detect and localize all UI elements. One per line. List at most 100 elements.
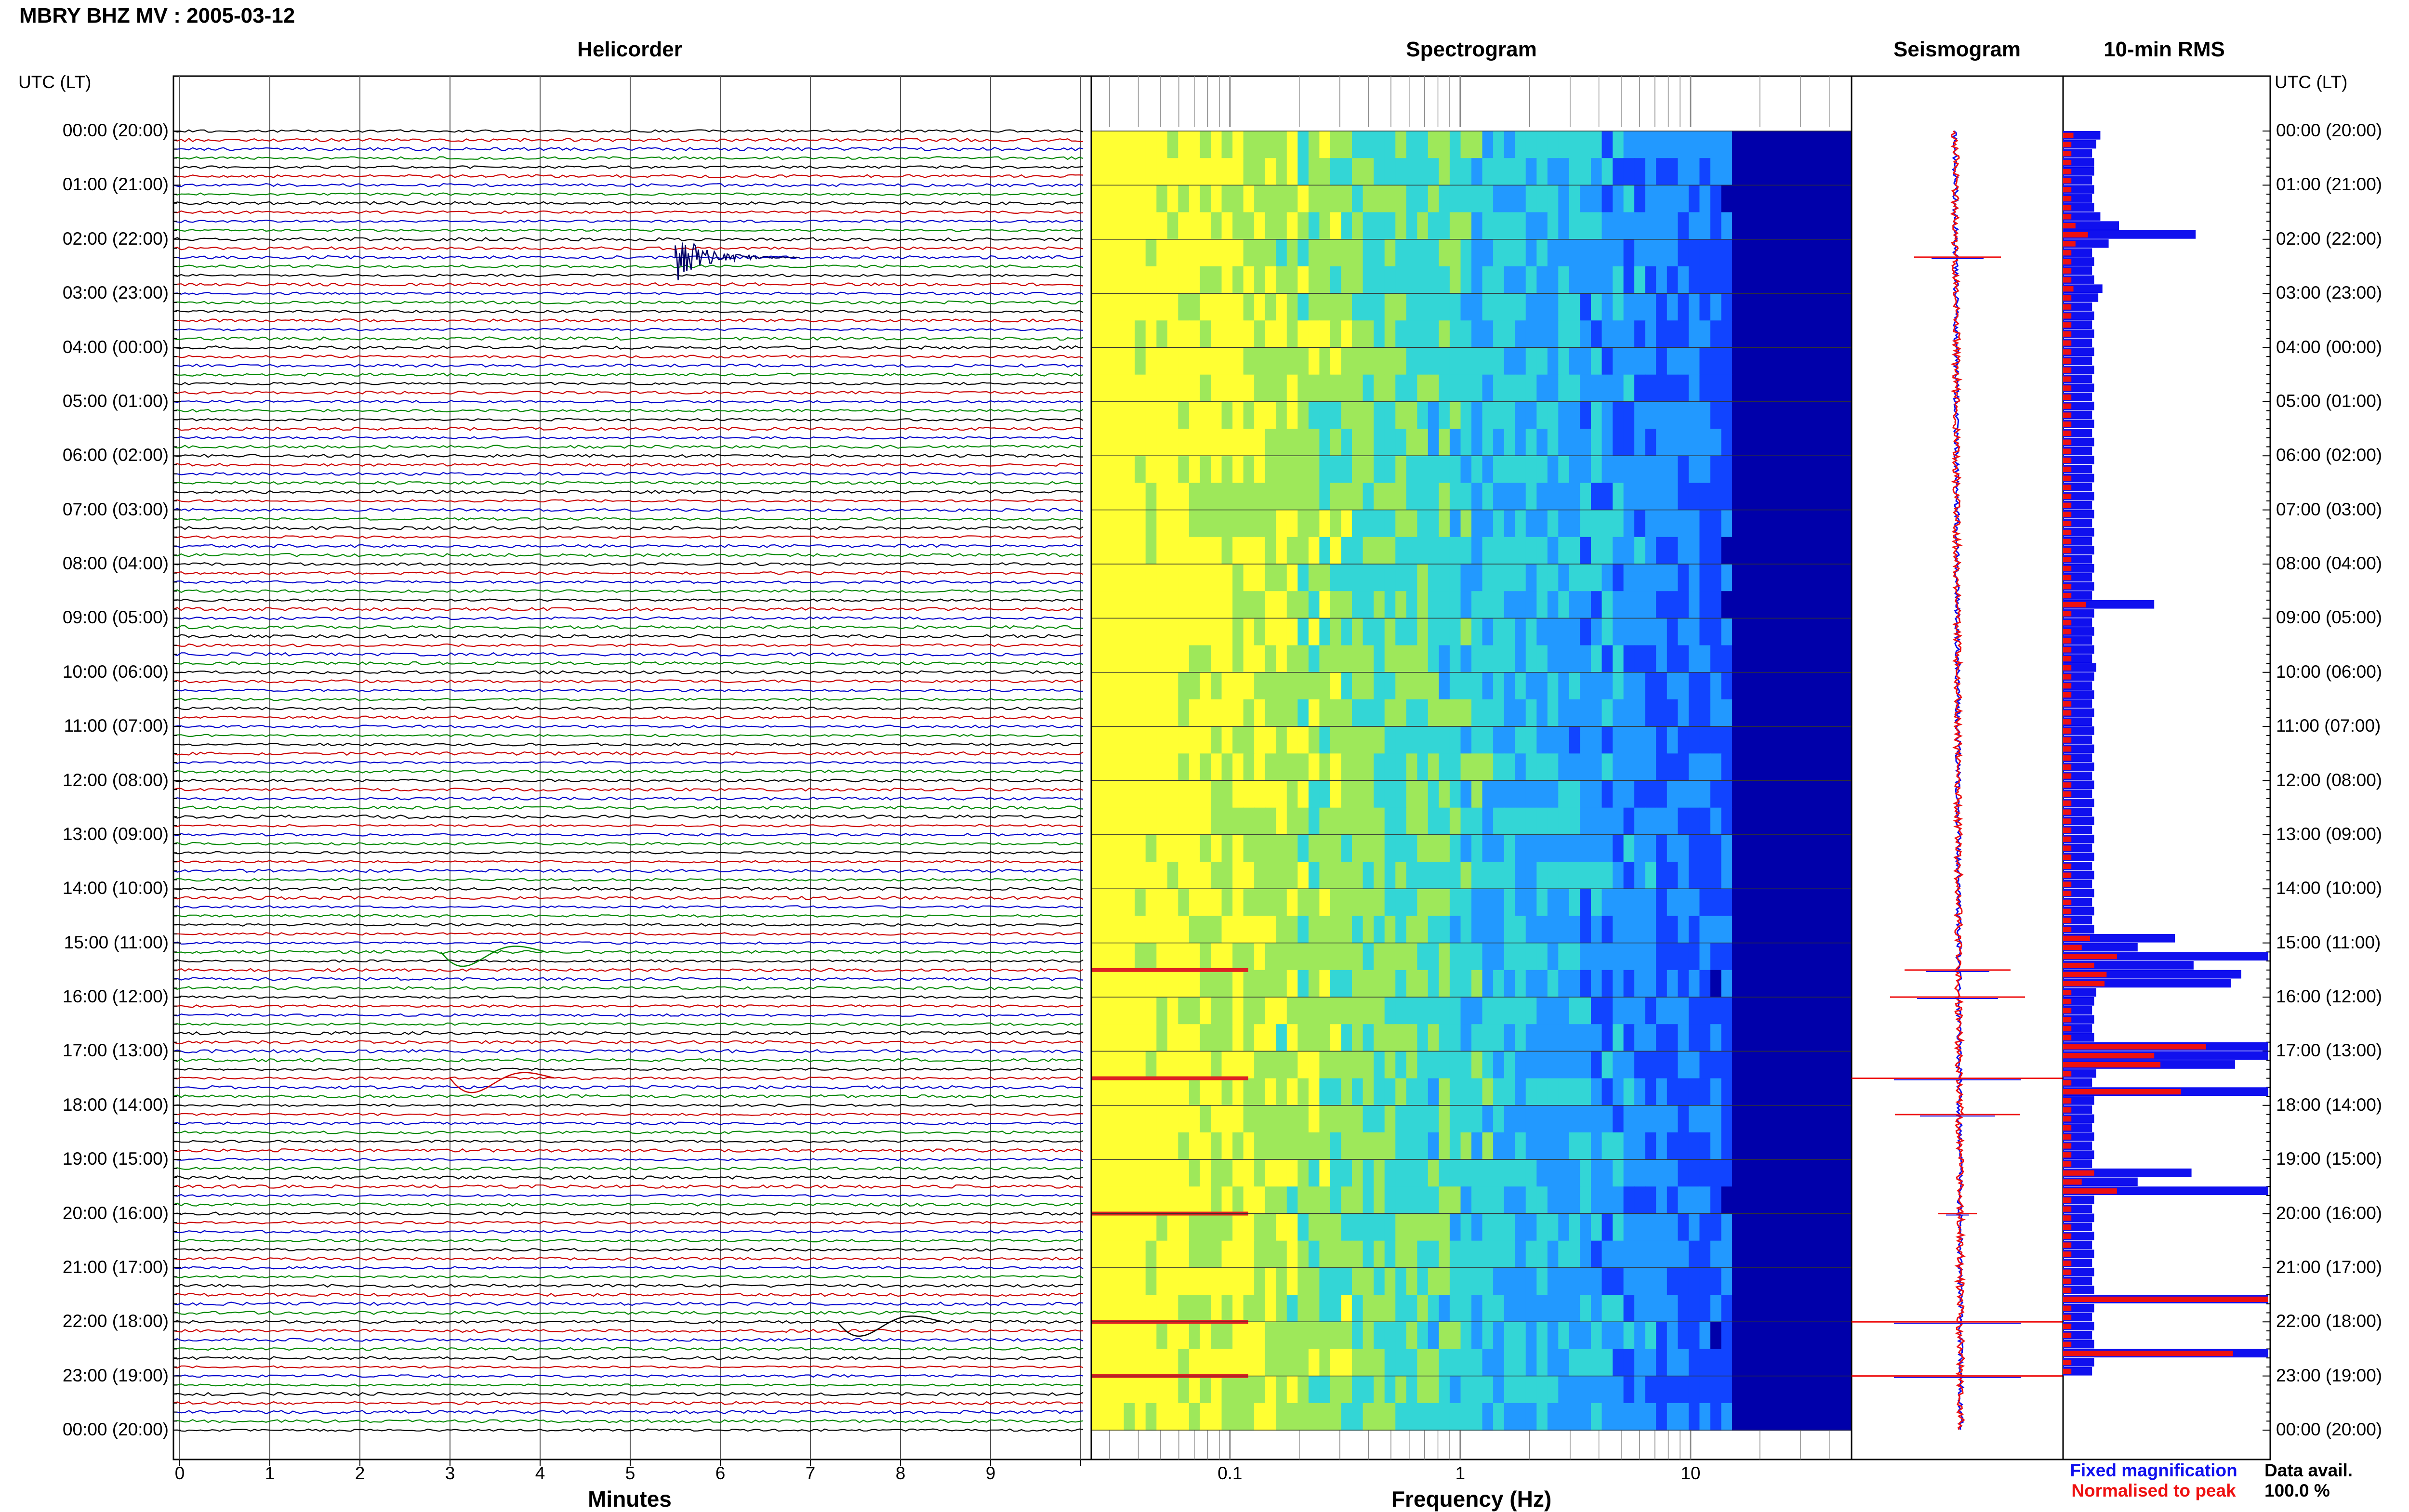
rms-bar-fixed bbox=[2063, 221, 2119, 230]
rms-bar-fixed bbox=[2063, 212, 2101, 221]
rms-bar-normalised bbox=[2063, 692, 2072, 698]
rms-bar-normalised bbox=[2063, 277, 2072, 283]
rms-bar-fixed bbox=[2063, 961, 2194, 970]
helicorder-x-tick-label: 2 bbox=[355, 1463, 365, 1483]
helicorder-trace bbox=[173, 264, 1084, 268]
spectrogram-energy-streak bbox=[1091, 968, 1248, 972]
time-label-left: 12:00 (08:00) bbox=[62, 770, 169, 790]
rms-bar-normalised bbox=[2063, 1288, 2072, 1293]
rms-bar-normalised bbox=[2063, 701, 2072, 707]
helicorder-trace bbox=[173, 571, 1084, 575]
data-avail-value: 100.0 % bbox=[2264, 1481, 2330, 1500]
helicorder-trace bbox=[173, 1365, 1084, 1369]
rms-bar-normalised bbox=[2063, 918, 2072, 923]
helicorder-trace bbox=[173, 1148, 1084, 1153]
rms-bar-normalised bbox=[2063, 845, 2072, 851]
rms-bar-normalised bbox=[2063, 818, 2072, 824]
rms-bar-normalised bbox=[2063, 1296, 2268, 1302]
helicorder-trace bbox=[173, 1401, 1084, 1406]
helicorder-trace bbox=[173, 887, 1084, 891]
helicorder-trace bbox=[173, 381, 1084, 386]
helicorder-trace bbox=[173, 274, 1084, 277]
helicorder-trace bbox=[173, 1175, 1084, 1180]
rms-bar-normalised bbox=[2063, 1098, 2072, 1104]
helicorder-long-period-event bbox=[836, 1315, 942, 1337]
helicorder-trace bbox=[173, 426, 1084, 431]
rms-bar-normalised bbox=[2063, 827, 2072, 833]
helicorder-trace bbox=[173, 1230, 1084, 1234]
rms-bar-normalised bbox=[2063, 196, 2072, 202]
helicorder-trace bbox=[173, 814, 1084, 819]
time-label-right: 18:00 (14:00) bbox=[2276, 1094, 2383, 1115]
spectrogram-panel bbox=[1090, 76, 1853, 1459]
helicorder-trace bbox=[173, 1266, 1084, 1270]
rms-bar-normalised bbox=[2063, 881, 2072, 887]
helicorder-x-tick-label: 7 bbox=[805, 1463, 816, 1483]
rms-bar-normalised bbox=[2063, 313, 2072, 319]
helicorder-trace bbox=[173, 481, 1084, 485]
rms-bar-normalised bbox=[2063, 529, 2072, 535]
helicorder-trace bbox=[173, 453, 1084, 458]
rms-bar-normalised bbox=[2063, 385, 2072, 391]
helicorder-trace bbox=[173, 1355, 1084, 1360]
helicorder-trace bbox=[173, 255, 1084, 260]
rms-bar-normalised bbox=[2063, 142, 2072, 147]
time-label-left: 18:00 (14:00) bbox=[62, 1094, 169, 1115]
helicorder-trace bbox=[173, 878, 1084, 882]
helicorder-trace bbox=[173, 1194, 1084, 1197]
helicorder-trace bbox=[173, 210, 1084, 214]
helicorder-trace bbox=[173, 300, 1084, 305]
spectrogram-energy-streak bbox=[1091, 1076, 1248, 1080]
rms-bar-normalised bbox=[2063, 214, 2072, 220]
rms-bar-normalised bbox=[2063, 502, 2072, 508]
page-title: MBRY BHZ MV : 2005-03-12 bbox=[19, 4, 295, 27]
time-label-left: 23:00 (19:00) bbox=[62, 1365, 169, 1385]
rms-bar-normalised bbox=[2063, 863, 2072, 869]
helicorder-trace bbox=[173, 851, 1084, 855]
rms-bar-normalised bbox=[2063, 521, 2072, 526]
spectrogram-x-tick-label: 1 bbox=[1455, 1463, 1466, 1483]
rms-bar-normalised bbox=[2063, 448, 2072, 454]
helicorder-trace bbox=[173, 400, 1084, 404]
helicorder-panel bbox=[173, 76, 2270, 1466]
helicorder-trace bbox=[173, 1221, 1084, 1224]
helicorder-trace bbox=[173, 616, 1084, 620]
time-label-right: 20:00 (16:00) bbox=[2276, 1203, 2383, 1223]
rms-bar-normalised bbox=[2063, 962, 2094, 968]
rms-bar-normalised bbox=[2063, 1341, 2072, 1347]
time-label-left: 15:00 (11:00) bbox=[64, 932, 169, 952]
rms-bar-normalised bbox=[2063, 791, 2072, 797]
helicorder-trace bbox=[173, 607, 1084, 612]
helicorder-trace bbox=[173, 1067, 1084, 1071]
helicorder-trace bbox=[173, 715, 1084, 720]
rms-bar-normalised bbox=[2063, 1080, 2072, 1086]
helicorder-trace bbox=[173, 390, 1084, 395]
rms-bar-normalised bbox=[2063, 358, 2072, 364]
time-label-left: 09:00 (05:00) bbox=[62, 607, 169, 628]
time-label-left: 00:00 (20:00) bbox=[62, 120, 169, 140]
helicorder-trace bbox=[173, 914, 1084, 918]
helicorder-trace bbox=[173, 751, 1084, 756]
rms-bar-normalised bbox=[2063, 746, 2072, 752]
time-label-right: 15:00 (11:00) bbox=[2276, 932, 2381, 952]
rms-bar-normalised bbox=[2063, 620, 2072, 626]
helicorder-trace bbox=[173, 941, 1084, 945]
rms-bar-normalised bbox=[2063, 159, 2072, 166]
time-label-left: 16:00 (12:00) bbox=[62, 986, 169, 1006]
helicorder-x-tick-label: 9 bbox=[985, 1463, 996, 1483]
rms-bar-normalised bbox=[2063, 151, 2072, 157]
rms-bar-normalised bbox=[2063, 1152, 2072, 1158]
helicorder-trace bbox=[173, 508, 1084, 512]
helicorder-trace bbox=[173, 1040, 1084, 1045]
rms-bar-normalised bbox=[2063, 1143, 2072, 1149]
rms-bar-normalised bbox=[2063, 926, 2072, 933]
rms-bar-normalised bbox=[2063, 1305, 2072, 1311]
rms-bar-normalised bbox=[2063, 638, 2072, 644]
helicorder-trace bbox=[173, 499, 1084, 503]
helicorder-trace bbox=[173, 1211, 1084, 1216]
helicorder-trace bbox=[173, 995, 1084, 999]
time-axis-label-left: UTC (LT) bbox=[18, 72, 92, 92]
helicorder-heading: Helicorder bbox=[577, 38, 682, 61]
helicorder-trace bbox=[173, 1419, 1084, 1423]
